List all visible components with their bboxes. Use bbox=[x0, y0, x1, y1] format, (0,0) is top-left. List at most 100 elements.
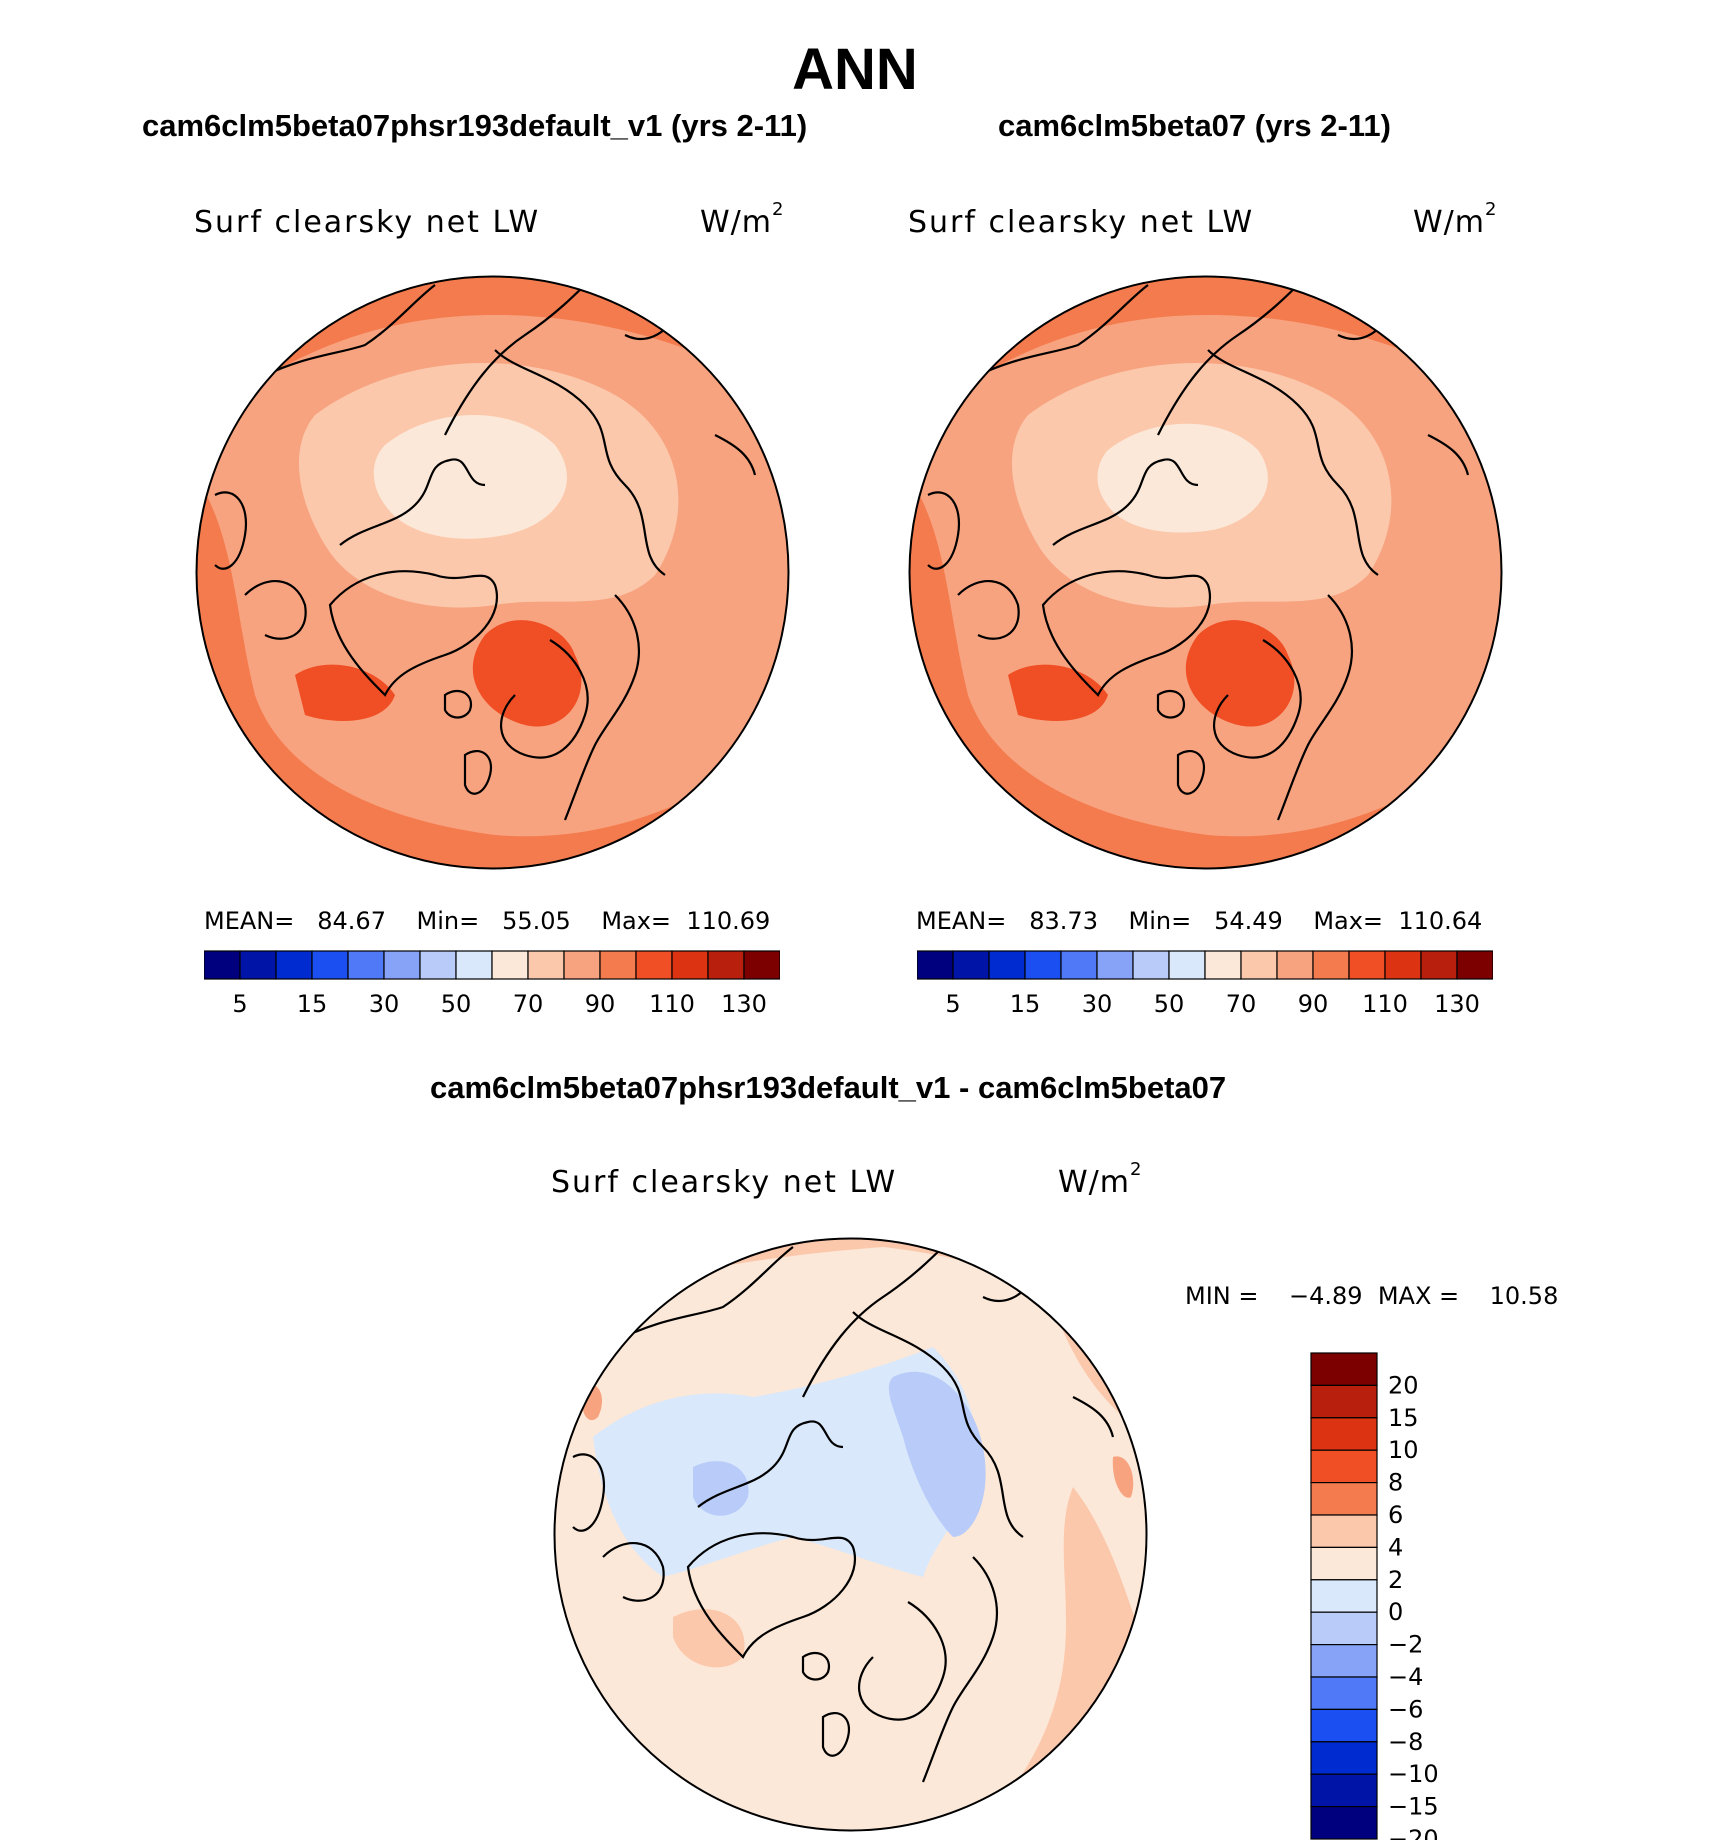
panel2-min-label: Min= bbox=[1128, 907, 1192, 935]
panel1-min-value: 55.05 bbox=[502, 907, 571, 935]
colorbar-swatch bbox=[1348, 950, 1386, 980]
diff-max-value: 10.58 bbox=[1489, 1282, 1559, 1310]
colorbar-swatch bbox=[599, 950, 637, 980]
diff-units-exp: 2 bbox=[1130, 1159, 1143, 1180]
colorbar-tick-label: 70 bbox=[513, 990, 544, 1018]
diff-colorbar-tick-label: 4 bbox=[1388, 1533, 1403, 1561]
panel1-units: W/m bbox=[700, 205, 772, 240]
diff-colorbar-swatch bbox=[1310, 1449, 1378, 1484]
colorbar-tick-label: 15 bbox=[297, 990, 328, 1018]
panel2-units: W/m bbox=[1413, 205, 1485, 240]
panel1-units-label: W/m2 bbox=[700, 199, 784, 240]
diff-colorbar-tick-label: −10 bbox=[1388, 1760, 1439, 1788]
colorbar-swatch bbox=[383, 950, 421, 980]
colorbar-swatch bbox=[1420, 950, 1458, 980]
panel1-mean-label: MEAN= bbox=[204, 907, 295, 935]
panel2-stats: MEAN= 83.73 Min= 54.49 Max= 110.64 bbox=[916, 907, 1482, 935]
colorbar-swatch bbox=[988, 950, 1026, 980]
colorbar-swatch bbox=[671, 950, 709, 980]
colorbar-tick-label: 30 bbox=[369, 990, 400, 1018]
diff-colorbar-swatch bbox=[1310, 1611, 1378, 1646]
panel1-map-border bbox=[195, 275, 790, 870]
diff-colorbar-tick-label: −4 bbox=[1388, 1663, 1423, 1691]
colorbar-swatch bbox=[917, 950, 954, 980]
colorbar-swatch bbox=[491, 950, 529, 980]
diff-colorbar-swatch bbox=[1310, 1546, 1378, 1581]
colorbar-swatch bbox=[347, 950, 385, 980]
diff-units-label: W/m2 bbox=[1058, 1159, 1142, 1200]
diff-map bbox=[553, 1237, 1148, 1832]
diff-map-border bbox=[553, 1237, 1148, 1832]
colorbar-swatch bbox=[1060, 950, 1098, 980]
colorbar-swatch bbox=[419, 950, 457, 980]
diff-colorbar-tick-label: 2 bbox=[1388, 1566, 1403, 1594]
diff-colorbar-tick-label: −8 bbox=[1388, 1728, 1423, 1756]
panel2-mean-label: MEAN= bbox=[916, 907, 1007, 935]
panel1-max-label: Max= bbox=[601, 907, 672, 935]
panel1-mean-value: 84.67 bbox=[317, 907, 386, 935]
colorbar-swatch bbox=[1384, 950, 1422, 980]
diff-colorbar-swatch bbox=[1310, 1579, 1378, 1613]
panel1-coastlines bbox=[214, 276, 757, 821]
diff-colorbar-swatch bbox=[1310, 1482, 1378, 1516]
diff-colorbar-swatch bbox=[1310, 1676, 1378, 1711]
panel2-field-core bbox=[1097, 423, 1268, 533]
panel2-units-label: W/m2 bbox=[1413, 199, 1497, 240]
panel2-map-border bbox=[908, 275, 1503, 870]
colorbar-swatch bbox=[563, 950, 601, 980]
main-title: ANN bbox=[792, 37, 918, 102]
diff-field-cooler bbox=[693, 1371, 986, 1537]
panel2-min-value: 54.49 bbox=[1214, 907, 1283, 935]
diff-colorbar-tick-label: −2 bbox=[1388, 1631, 1423, 1659]
panel1-case-title: cam6clm5beta07phsr193default_v1 (yrs 2-1… bbox=[142, 108, 808, 143]
panel2-variable-label: Surf clearsky net LW bbox=[908, 205, 1255, 240]
panel2-colorbar: 5 15 30 50 70 90 110 130 bbox=[917, 950, 1493, 1018]
panel2-max-label: Max= bbox=[1313, 907, 1384, 935]
panel1-stats: MEAN= 84.67 Min= 55.05 Max= 110.69 bbox=[204, 907, 770, 935]
colorbar-swatch bbox=[1096, 950, 1134, 980]
colorbar-tick-label: 130 bbox=[721, 990, 767, 1018]
panel1-units-exp: 2 bbox=[772, 199, 785, 220]
diff-colorbar-swatch bbox=[1310, 1741, 1378, 1775]
panel2-case-title: cam6clm5beta07 (yrs 2-11) bbox=[998, 108, 1391, 143]
diff-colorbar-tick-label: −6 bbox=[1388, 1695, 1423, 1723]
diff-colorbar-tick-label: −15 bbox=[1388, 1793, 1439, 1821]
colorbar-tick-label: 5 bbox=[232, 990, 247, 1018]
diff-stats: MIN = −4.89 MAX = 10.58 bbox=[1185, 1282, 1558, 1310]
colorbar-tick-label: 110 bbox=[649, 990, 695, 1018]
panel2-max-value: 110.64 bbox=[1398, 907, 1483, 935]
diff-title: cam6clm5beta07phsr193default_v1 - cam6cl… bbox=[430, 1070, 1227, 1105]
diff-colorbar-tick-label: 15 bbox=[1388, 1404, 1419, 1432]
colorbar-swatch bbox=[707, 950, 745, 980]
colorbar-tick-label: 110 bbox=[1362, 990, 1408, 1018]
colorbar-swatch bbox=[1276, 950, 1314, 980]
diff-colorbar-tick-label: 10 bbox=[1388, 1436, 1419, 1464]
colorbar-swatch bbox=[1312, 950, 1350, 980]
panel2-units-exp: 2 bbox=[1485, 199, 1498, 220]
diff-colorbar-tick-label: 0 bbox=[1388, 1598, 1403, 1626]
diff-min-label: MIN = bbox=[1185, 1282, 1259, 1310]
colorbar-tick-label: 5 bbox=[945, 990, 960, 1018]
panel2-mean-value: 83.73 bbox=[1029, 907, 1098, 935]
diff-colorbar-swatch bbox=[1310, 1708, 1378, 1743]
colorbar-swatch bbox=[455, 950, 493, 980]
colorbar-tick-label: 30 bbox=[1082, 990, 1113, 1018]
diff-max-label: MAX = bbox=[1377, 1282, 1460, 1310]
diff-colorbar-swatch bbox=[1310, 1644, 1378, 1678]
colorbar-swatch bbox=[1240, 950, 1278, 980]
colorbar-swatch bbox=[1168, 950, 1206, 980]
colorbar-tick-label: 70 bbox=[1226, 990, 1257, 1018]
diff-coastlines bbox=[572, 1238, 1115, 1783]
colorbar-swatch bbox=[1204, 950, 1242, 980]
diff-colorbar-swatch bbox=[1310, 1806, 1378, 1840]
diff-colorbar-swatch bbox=[1310, 1384, 1378, 1419]
colorbar-swatch bbox=[743, 950, 780, 980]
diff-colorbar-swatch bbox=[1310, 1514, 1378, 1549]
diff-field-cool bbox=[554, 1347, 977, 1831]
diff-colorbar-tick-label: 6 bbox=[1388, 1501, 1403, 1529]
diff-colorbar-tick-label: 8 bbox=[1388, 1469, 1403, 1497]
colorbar-tick-label: 50 bbox=[1154, 990, 1185, 1018]
colorbar-tick-label: 90 bbox=[585, 990, 616, 1018]
diff-colorbar-swatch bbox=[1310, 1352, 1378, 1387]
